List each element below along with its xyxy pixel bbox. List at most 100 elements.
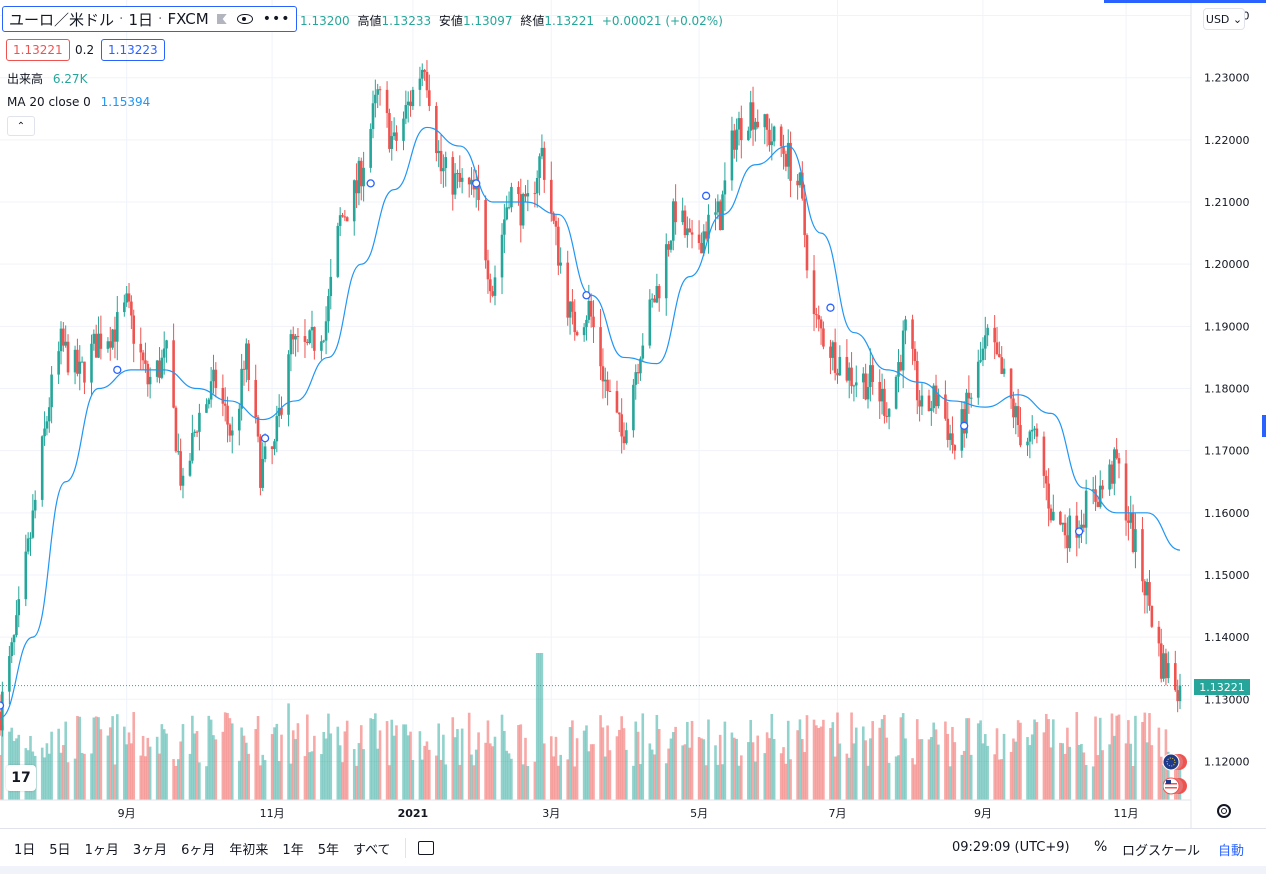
candle-body bbox=[847, 367, 851, 381]
ma-legend[interactable]: MA 20 close 0 1.15394 bbox=[7, 95, 150, 109]
candle-body bbox=[80, 361, 84, 363]
volume-bar bbox=[951, 726, 954, 800]
candle-body bbox=[690, 232, 694, 235]
more-icon[interactable]: ••• bbox=[262, 11, 291, 27]
volume-bar bbox=[948, 766, 952, 800]
candle-body bbox=[573, 311, 577, 333]
volume-bar bbox=[43, 757, 46, 800]
range-1d[interactable]: 1日 bbox=[14, 842, 36, 858]
candle-body bbox=[362, 167, 365, 187]
volume-legend[interactable]: 出来高 6.27K bbox=[7, 70, 87, 87]
bid-price-button[interactable]: 1.13221 bbox=[6, 39, 70, 61]
candle-body bbox=[1143, 581, 1147, 596]
candle-body bbox=[707, 214, 710, 239]
volume-bar bbox=[911, 758, 914, 800]
volume-bar bbox=[488, 743, 492, 800]
ohlc-values: 1.13200 高値1.13233 安値1.13097 終値1.13221 +0… bbox=[300, 12, 727, 29]
range-ytd[interactable]: 年初来 bbox=[229, 842, 269, 858]
candle-body bbox=[671, 201, 675, 241]
collapse-legend-button[interactable]: ⌃ bbox=[7, 116, 35, 136]
currency-selector[interactable]: USD ⌄ bbox=[1203, 8, 1245, 30]
price-tick-label: 1.18000 bbox=[1204, 383, 1250, 396]
price-tick-label: 1.13000 bbox=[1204, 693, 1250, 706]
close-label: 終値 bbox=[520, 14, 545, 28]
ask-price-button[interactable]: 1.13223 bbox=[101, 39, 165, 61]
candle-body bbox=[995, 342, 999, 355]
volume-bar bbox=[144, 756, 147, 800]
range-5y[interactable]: 5年 bbox=[317, 842, 339, 858]
volume-bar bbox=[418, 731, 422, 800]
candle-body bbox=[932, 385, 935, 409]
auto-scale-button[interactable]: 自動 bbox=[1218, 844, 1245, 859]
log-scale-button[interactable]: ログスケール bbox=[1122, 844, 1201, 859]
open-value: 1.13200 bbox=[300, 14, 350, 28]
volume-bar bbox=[1068, 746, 1072, 800]
candle-body bbox=[721, 194, 724, 231]
candle-body bbox=[338, 215, 342, 226]
volume-bar bbox=[833, 756, 837, 800]
volume-bar bbox=[944, 721, 947, 800]
range-all[interactable]: すべて bbox=[352, 842, 391, 858]
range-1y[interactable]: 1年 bbox=[282, 842, 304, 858]
date-range-icon[interactable] bbox=[417, 841, 434, 855]
volume-bar bbox=[458, 764, 462, 800]
symbol-name[interactable]: ユーロ／米ドル bbox=[9, 10, 115, 29]
candle-body bbox=[294, 335, 297, 340]
candle-body bbox=[141, 352, 145, 361]
volume-bar bbox=[493, 736, 497, 800]
us-event-icon[interactable] bbox=[1163, 776, 1189, 796]
right-edge-handle[interactable] bbox=[1262, 415, 1266, 437]
candle-body bbox=[198, 412, 201, 432]
symbol-legend[interactable]: ユーロ／米ドル · 1日 · FXCM ••• bbox=[2, 6, 298, 32]
eye-icon[interactable] bbox=[236, 14, 253, 24]
settings-gear-icon[interactable] bbox=[1217, 804, 1231, 818]
clock-readout[interactable]: 09:29:09 (UTC+9) bbox=[952, 840, 1070, 855]
high-value: 1.13233 bbox=[381, 14, 432, 28]
range-3m[interactable]: 3ヶ月 bbox=[132, 842, 168, 858]
candle-body bbox=[50, 374, 53, 408]
volume-bar bbox=[362, 749, 365, 800]
low-label: 安値 bbox=[438, 14, 463, 28]
candle-body bbox=[31, 510, 35, 538]
range-5d[interactable]: 5日 bbox=[49, 842, 71, 858]
volume-bar bbox=[1066, 727, 1069, 800]
volume-bar bbox=[899, 717, 903, 800]
volume-bar bbox=[1082, 752, 1086, 800]
volume-bar bbox=[566, 759, 570, 800]
volume-bar bbox=[519, 724, 523, 800]
candle-body bbox=[24, 551, 28, 600]
candle-body bbox=[172, 340, 175, 408]
time-axis[interactable]: 9月 11月 2021 3月 5月 7月 9月 11月 bbox=[118, 807, 1139, 820]
price-axis[interactable]: 1.240001.230001.220001.210001.200001.190… bbox=[1204, 10, 1250, 769]
candle-body bbox=[277, 407, 281, 417]
candle-body bbox=[40, 436, 44, 500]
volume-bar bbox=[336, 726, 340, 800]
candle-body bbox=[657, 286, 661, 299]
eu-event-icon[interactable] bbox=[1163, 752, 1189, 772]
candle-body bbox=[1080, 524, 1083, 529]
candle-body bbox=[57, 351, 60, 375]
candle-body bbox=[418, 78, 422, 90]
candle-body bbox=[428, 90, 431, 106]
volume-bar bbox=[111, 716, 114, 800]
volume-bar bbox=[1026, 737, 1029, 800]
percent-scale-button[interactable]: % bbox=[1094, 839, 1108, 855]
ma-marker bbox=[472, 179, 481, 188]
candle-body bbox=[618, 412, 621, 415]
interval-label[interactable]: 1日 bbox=[128, 10, 154, 29]
volume-bar bbox=[960, 754, 964, 800]
volume-bar bbox=[664, 763, 668, 800]
volume-bar bbox=[1028, 745, 1032, 800]
volume-bar bbox=[294, 739, 297, 800]
volume-bar bbox=[599, 715, 602, 800]
range-6m[interactable]: 6ヶ月 bbox=[181, 842, 216, 858]
tradingview-logo[interactable]: 17 bbox=[6, 765, 36, 791]
candle-body bbox=[648, 299, 652, 346]
candle-body bbox=[402, 118, 405, 141]
flag-icon[interactable] bbox=[216, 14, 227, 24]
volume-bar bbox=[467, 712, 471, 800]
range-1m[interactable]: 1ヶ月 bbox=[84, 842, 119, 858]
volume-bar bbox=[681, 745, 684, 800]
last-price-tag: 1.13221 bbox=[1194, 679, 1250, 695]
